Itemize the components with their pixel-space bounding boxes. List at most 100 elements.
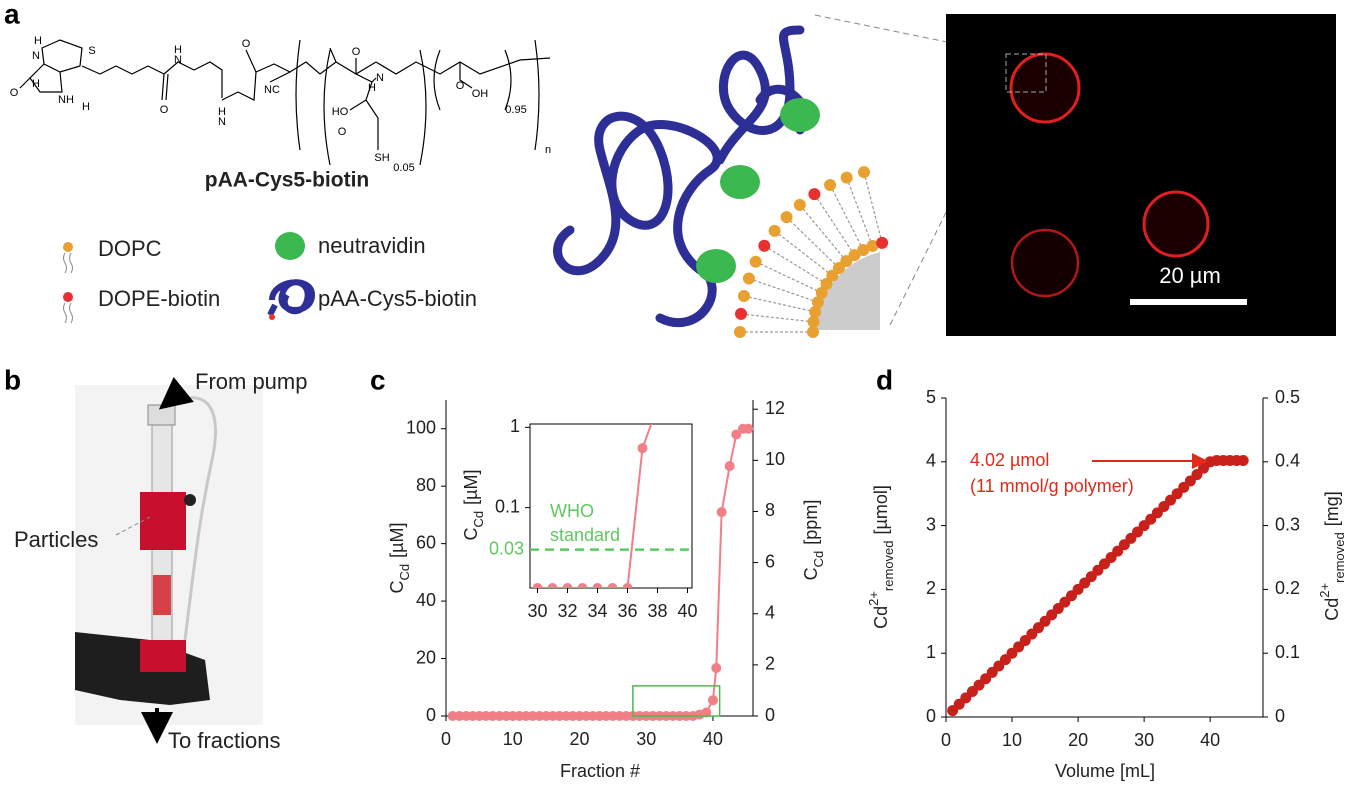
y-tick-label: 2 (926, 578, 936, 598)
lipid-head (780, 211, 793, 224)
y2-tick-label: 12 (765, 398, 785, 418)
label-part: [µM] (387, 523, 407, 558)
atom-label: 0.95 (505, 104, 526, 116)
data-point (731, 429, 742, 440)
lipid-head (807, 315, 820, 328)
atom-label: N (376, 72, 384, 84)
lipid-head (742, 272, 755, 285)
atom-label: HO (332, 106, 349, 118)
lipid-head (758, 239, 771, 252)
x-tick-label: 20 (1068, 730, 1088, 750)
y2-tick-label: 6 (765, 551, 775, 571)
y2-tick-label: 0.1 (1275, 642, 1300, 662)
lipid-head (809, 305, 822, 318)
inset-background (529, 423, 693, 589)
lipid-head (807, 326, 819, 338)
atom-label: S (88, 45, 95, 57)
annotation: 4.02 µmol (970, 450, 1049, 470)
y-tick-label: 20 (416, 647, 436, 667)
structure-bonds (19, 39, 551, 166)
label-part: C (461, 528, 481, 541)
y2-tick-label: 8 (765, 500, 775, 520)
data-point (607, 583, 618, 588)
atom-label: H (368, 82, 376, 94)
y2-tick-label: 0 (1275, 706, 1285, 726)
y2-tick-label: 4 (765, 602, 775, 622)
label-part: removed (1332, 532, 1347, 583)
atom-label: NH (58, 94, 74, 106)
atom-label: N (174, 54, 182, 66)
panel-letter: c (370, 364, 386, 395)
label-part: [µM] (461, 470, 481, 505)
atom-label: H (174, 44, 182, 56)
x-tick-label: 36 (617, 601, 637, 621)
x-tick-label: 32 (557, 601, 577, 621)
photo-label: From pump (195, 369, 307, 394)
y-tick-label: 3 (926, 514, 936, 534)
scale-bar-label: 20 µm (1159, 263, 1221, 288)
x-axis-label: Fraction # (560, 761, 640, 781)
lipid-head (749, 255, 762, 268)
y-tick-label: 0 (926, 706, 936, 726)
atom-label: OH (472, 88, 489, 100)
lipid-tail (774, 230, 833, 277)
series-line (537, 424, 653, 588)
lipid-head (734, 307, 747, 320)
y-tick-label: 4 (926, 451, 936, 471)
label-part: removed (881, 540, 896, 591)
y-tick-label: 60 (416, 532, 436, 552)
label-part: Cd (871, 606, 891, 629)
y-tick-label: 0.1 (495, 496, 520, 516)
x-tick-label: 30 (636, 729, 656, 749)
atom-label: H (32, 78, 40, 90)
zoom-box (632, 685, 721, 717)
lipid-head (737, 290, 750, 303)
legend-icons (63, 232, 316, 324)
y-tick-label: 5 (926, 387, 936, 407)
label-part: Cd (471, 511, 486, 528)
lipid-tail (863, 172, 883, 244)
data-point (711, 663, 722, 674)
legend-label: DOPC (98, 236, 162, 261)
panel-letter: b (4, 364, 21, 395)
lipid-tail (786, 216, 840, 269)
label-part: 2+ (866, 591, 881, 606)
x-tick-label: 30 (527, 601, 547, 621)
atom-label: H (34, 35, 42, 47)
lipid-tail (799, 204, 847, 262)
y2-tick-label: 0 (765, 705, 775, 725)
photo-label: To fractions (168, 728, 281, 753)
lipid-head (866, 239, 879, 252)
atom-label: 0.05 (393, 162, 414, 174)
atom-label: O (352, 46, 361, 58)
atom-label: O (456, 80, 465, 92)
atom-label: O (242, 38, 251, 50)
legend-label: DOPE-biotin (98, 286, 220, 311)
label-part: 2+ (1317, 583, 1332, 598)
label-part: Cd (811, 551, 826, 568)
threshold-note: WHO (550, 501, 594, 521)
threshold-label: 0.03 (489, 538, 524, 558)
y-axis-label: Cd2+removed [µmol] (866, 485, 896, 629)
lipid-head (848, 249, 861, 262)
series (947, 455, 1249, 717)
data-point (1237, 455, 1249, 467)
atom-label: SH (374, 152, 389, 164)
y-tick-label: 80 (416, 475, 436, 495)
atom-label: O (338, 126, 347, 138)
label-part: Cd (397, 564, 412, 581)
label-part: [ppm] (801, 500, 821, 545)
lipid-head (793, 198, 806, 211)
lipid-head (840, 171, 853, 184)
micrograph (814, 14, 1336, 336)
legend-label: pAA-Cys5-biotin (318, 286, 477, 311)
x-tick-label: 30 (1134, 730, 1154, 750)
legend-label: neutravidin (318, 233, 426, 258)
atom-label: O (10, 87, 19, 99)
panel-letter: a (4, 0, 20, 29)
y-axis-label: CCd [µM] (387, 523, 412, 594)
data-point (592, 583, 603, 588)
atom-label: n (545, 144, 551, 156)
